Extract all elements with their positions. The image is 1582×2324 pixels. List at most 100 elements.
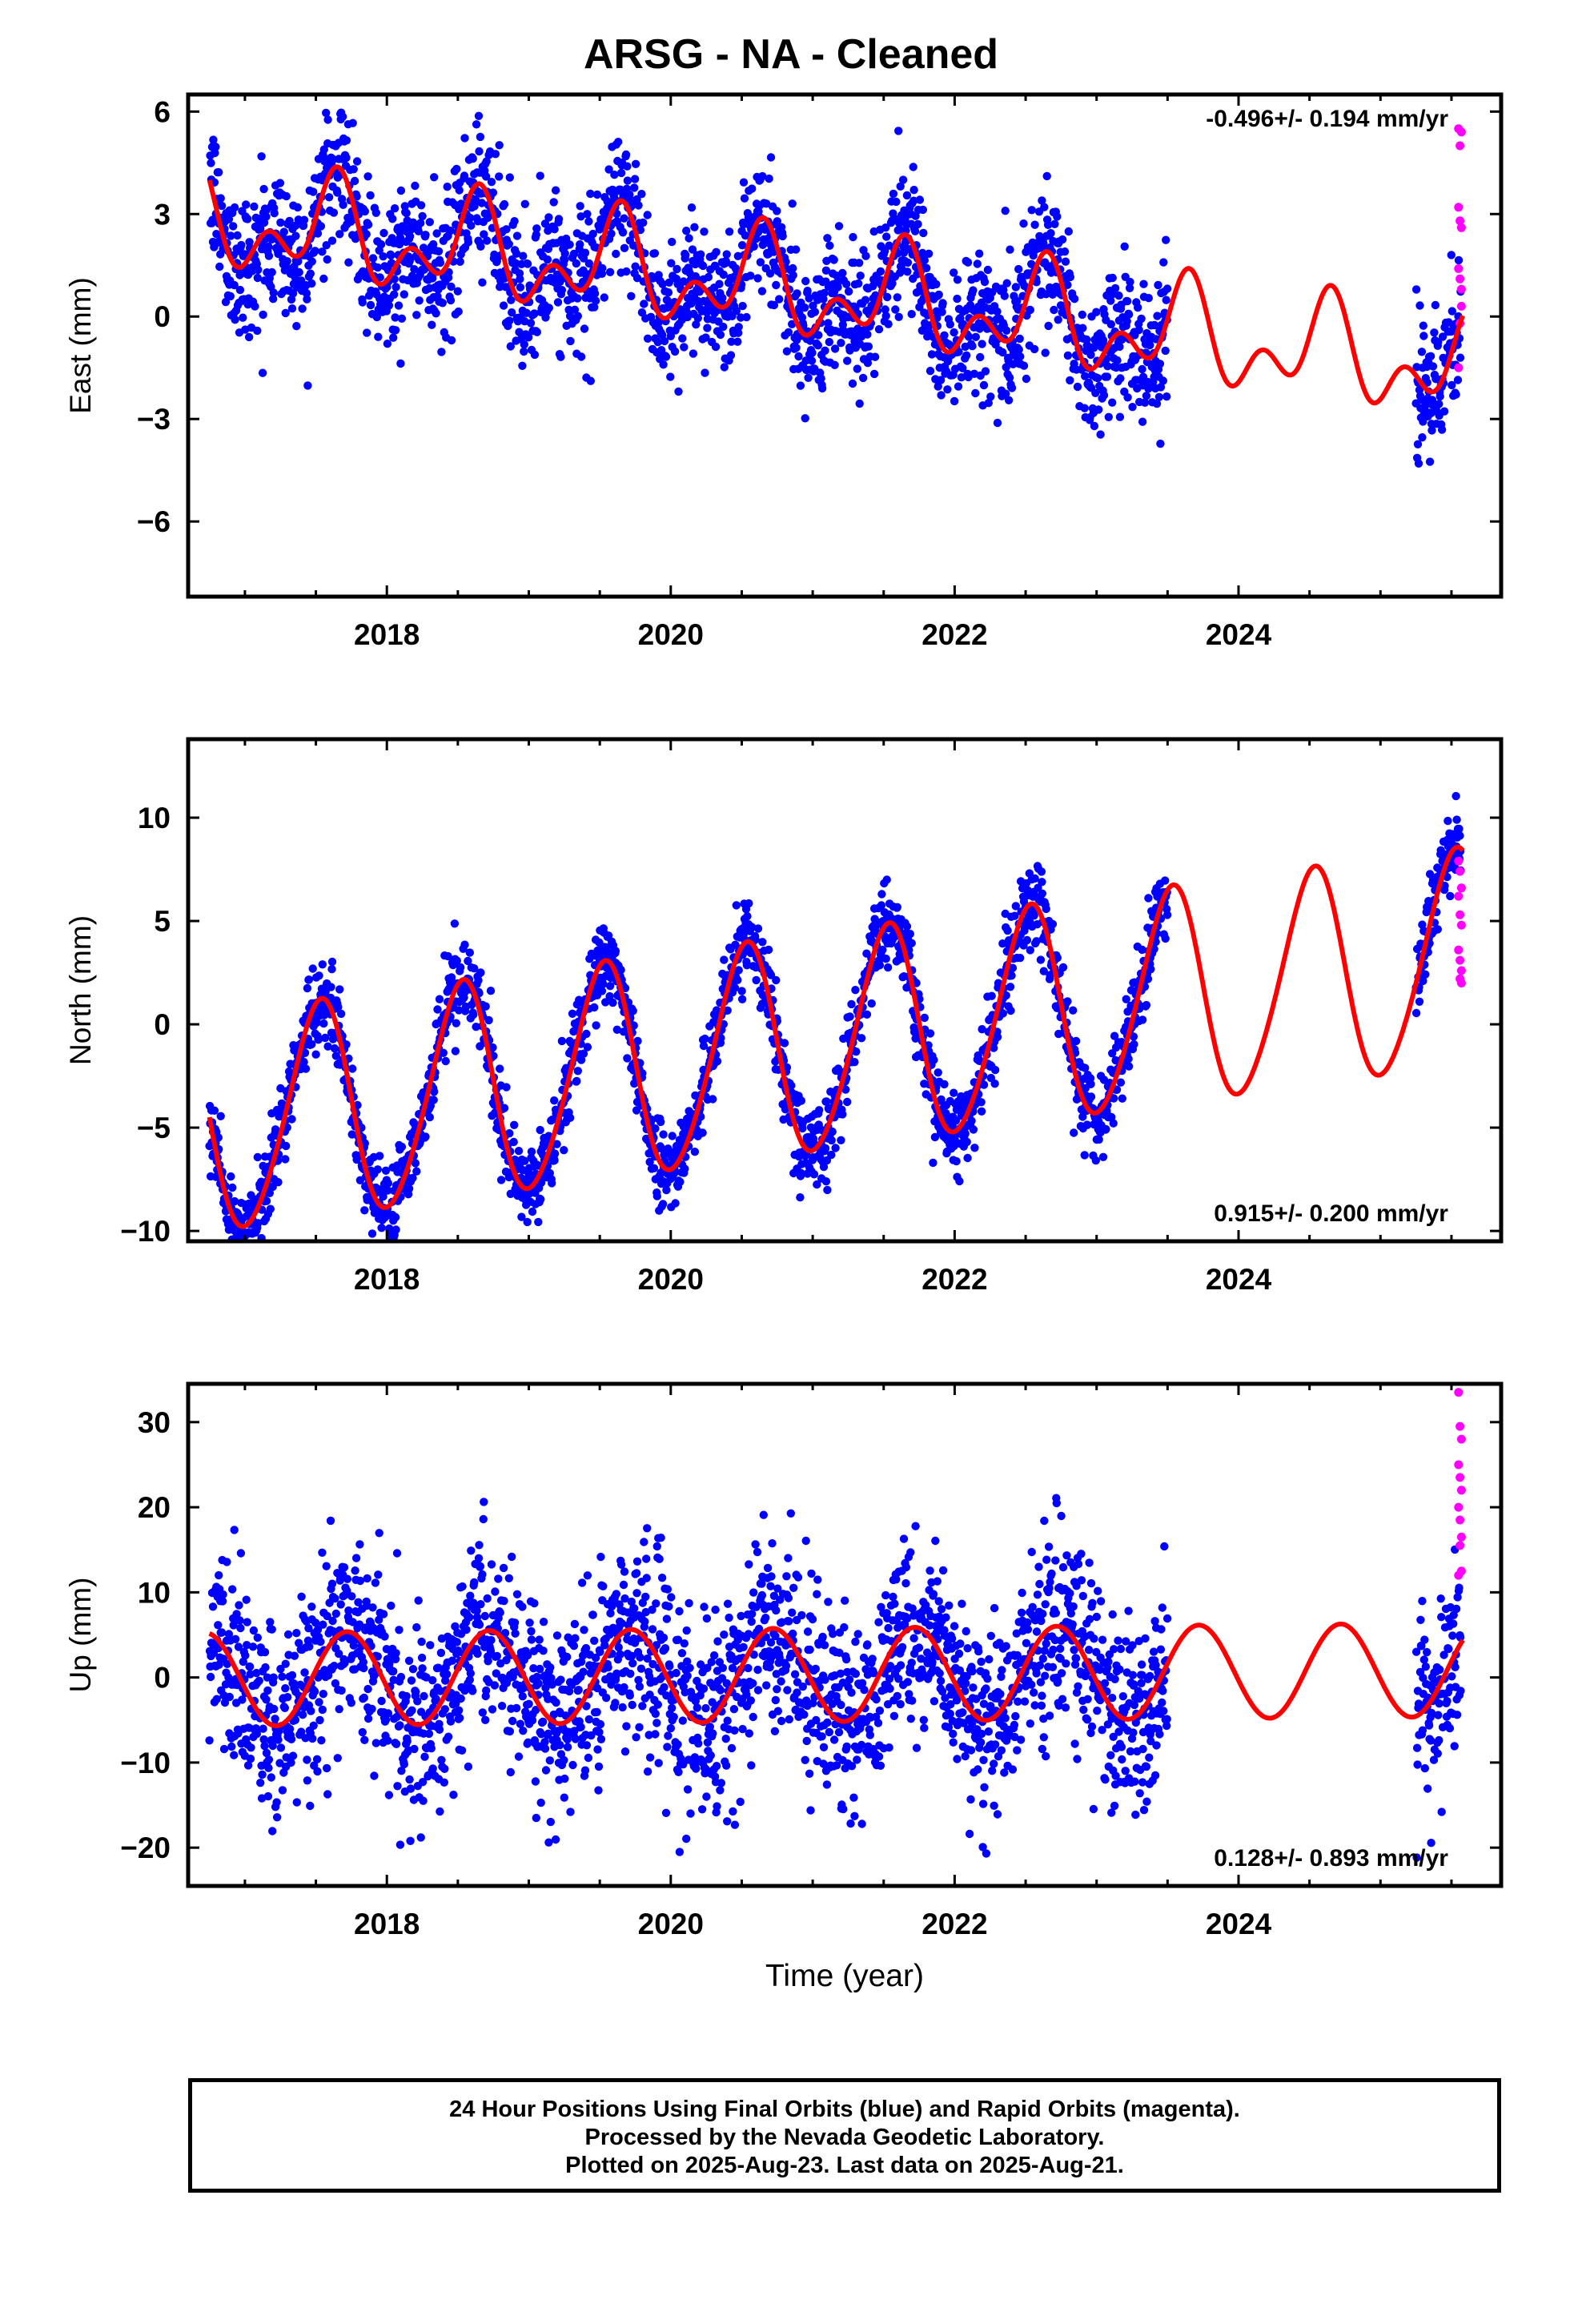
final-orbit-point: [1041, 348, 1050, 357]
final-orbit-point: [632, 274, 642, 283]
final-orbit-point: [396, 186, 406, 195]
final-orbit-point: [1081, 1063, 1090, 1072]
final-orbit-point: [630, 183, 639, 192]
final-orbit-point: [645, 1157, 654, 1167]
final-orbit-point: [241, 1651, 250, 1660]
final-orbit-point: [881, 305, 889, 314]
final-orbit-point: [446, 296, 456, 305]
final-orbit-point: [856, 271, 865, 280]
final-orbit-point: [264, 1763, 273, 1772]
final-orbit-point: [219, 1590, 227, 1599]
final-orbit-point: [235, 1601, 243, 1610]
final-orbit-point: [487, 178, 496, 187]
final-orbit-point: [782, 347, 792, 356]
final-orbit-point: [482, 157, 491, 166]
final-orbit-point: [242, 200, 251, 209]
final-orbit-point: [1002, 389, 1010, 398]
final-orbit-point: [825, 241, 834, 250]
final-orbit-point: [243, 215, 252, 223]
final-orbit-point: [1078, 324, 1087, 332]
final-orbit-point: [327, 236, 337, 245]
final-orbit-point: [246, 1244, 254, 1252]
final-orbit-point: [884, 320, 893, 328]
final-orbit-point: [225, 1245, 233, 1253]
final-orbit-point: [233, 231, 242, 240]
final-orbit-point: [483, 236, 492, 245]
final-orbit-point: [733, 251, 742, 260]
final-orbit-point: [318, 960, 327, 969]
final-orbit-point: [1048, 919, 1058, 929]
final-orbit-point: [1007, 971, 1016, 980]
final-orbit-point: [1144, 294, 1154, 303]
final-orbit-point: [950, 396, 959, 406]
final-orbit-point: [265, 1188, 274, 1198]
final-orbit-point: [722, 258, 731, 267]
final-orbit-point: [411, 1159, 420, 1168]
final-orbit-point: [766, 971, 776, 979]
final-orbit-point: [583, 1043, 592, 1051]
final-orbit-point: [1110, 283, 1120, 293]
final-orbit-point: [263, 1673, 272, 1682]
final-orbit-point: [788, 199, 797, 208]
final-orbit-point: [306, 269, 315, 278]
final-orbit-point: [934, 1068, 942, 1077]
final-orbit-point: [252, 1668, 261, 1678]
final-orbit-point: [249, 1626, 259, 1635]
final-orbit-point: [543, 255, 552, 264]
final-orbit-point: [470, 964, 479, 973]
final-orbit-point: [327, 965, 336, 974]
final-orbit-point: [716, 330, 725, 340]
final-orbit-point: [822, 1097, 831, 1106]
final-orbit-point: [506, 342, 515, 351]
final-orbit-point: [391, 326, 400, 335]
final-orbit-point: [1413, 440, 1423, 448]
final-orbit-point: [556, 352, 565, 361]
final-orbit-point: [1159, 258, 1168, 267]
final-orbit-point: [496, 1176, 506, 1184]
final-orbit-point: [616, 966, 625, 975]
final-orbit-point: [443, 183, 452, 191]
final-orbit-point: [1114, 292, 1123, 300]
final-orbit-point: [288, 1751, 298, 1760]
final-orbit-point: [1042, 904, 1050, 914]
final-orbit-point: [690, 223, 699, 231]
final-orbit-point: [530, 350, 540, 360]
final-orbit-point: [801, 414, 809, 423]
final-orbit-point: [1122, 296, 1132, 306]
final-orbit-point: [321, 1033, 330, 1043]
final-orbit-point: [1086, 350, 1095, 360]
final-orbit-point: [848, 379, 857, 388]
final-orbit-point: [1010, 911, 1019, 920]
final-orbit-point: [913, 219, 922, 229]
final-orbit-point: [815, 1106, 824, 1115]
final-orbit-point: [1099, 391, 1109, 400]
final-orbit-point: [1011, 902, 1021, 911]
final-orbit-point: [717, 1034, 725, 1043]
final-orbit-point: [1426, 352, 1435, 360]
final-orbit-point: [953, 294, 962, 304]
final-orbit-point: [268, 1741, 277, 1751]
final-orbit-point: [214, 1133, 223, 1142]
final-orbit-point: [278, 1672, 287, 1681]
final-orbit-point: [1418, 433, 1427, 442]
final-orbit-point: [765, 174, 773, 183]
final-orbit-point: [256, 1779, 265, 1787]
final-orbit-point: [1098, 336, 1108, 344]
final-orbit-point: [287, 1735, 296, 1743]
rapid-orbit-point: [1454, 264, 1464, 273]
final-orbit-point: [557, 1036, 567, 1046]
final-orbit-point: [239, 1657, 247, 1667]
final-orbit-point: [990, 1043, 998, 1052]
rapid-orbit-point: [1456, 301, 1466, 311]
final-orbit-point: [446, 226, 455, 235]
final-orbit-point: [961, 1129, 970, 1138]
final-orbit-point: [1026, 305, 1035, 315]
final-orbit-point: [210, 1106, 219, 1116]
final-orbit-point: [1040, 203, 1049, 211]
final-orbit-point: [509, 1137, 518, 1147]
final-orbit-point: [970, 369, 979, 378]
final-orbit-point: [311, 247, 319, 255]
final-orbit-point: [560, 249, 569, 258]
final-orbit-point: [627, 292, 636, 300]
final-orbit-point: [927, 350, 937, 359]
